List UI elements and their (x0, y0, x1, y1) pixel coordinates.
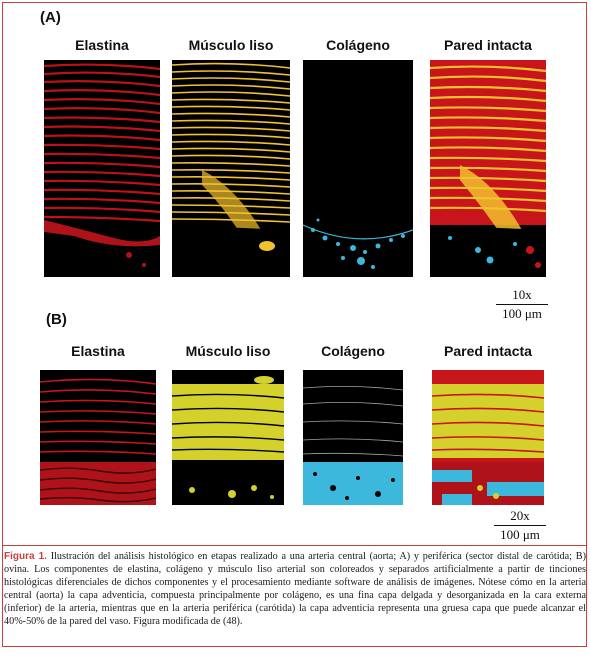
figure-caption: Figura 1. Ilustración del análisis histo… (4, 550, 586, 628)
panel-b-letter: (B) (46, 311, 67, 328)
panel-a-letter: (A) (40, 9, 61, 26)
panel-b-label-musculo: Músculo liso (185, 343, 271, 359)
panel-b-label-colageno: Colágeno (321, 343, 385, 359)
panel-b-label-elastina: Elastina (71, 343, 125, 359)
panel-b-intact-wall-image (432, 370, 544, 505)
panel-a-muscle-image (172, 60, 290, 277)
panel-b-scale-bar: 20x 100 μm (494, 508, 546, 543)
panel-a-scale-line (496, 304, 548, 305)
panel-a-label-musculo: Músculo liso (188, 37, 274, 53)
panel-b-elastin-image (40, 370, 156, 505)
panel-a-scale-magnification: 10x (512, 287, 532, 302)
panel-a-intact-wall-image (430, 60, 546, 277)
panel-a-collagen-image (303, 60, 413, 277)
panel-b-collagen-image (303, 370, 403, 505)
figure-caption-text: Ilustración del análisis histológico en … (4, 551, 586, 627)
panel-b-scale-magnification: 20x (510, 508, 530, 523)
panel-b-label-pared: Pared intacta (444, 343, 532, 359)
panel-a-scale-length: 100 μm (502, 306, 542, 321)
panel-a-label-pared: Pared intacta (444, 37, 532, 53)
panel-b-scale-line (494, 525, 546, 526)
panel-a-label-colageno: Colágeno (326, 37, 390, 53)
panel-a-elastin-image (44, 60, 160, 277)
panel-b-scale-length: 100 μm (500, 527, 540, 542)
panel-b-muscle-image (172, 370, 284, 505)
caption-separator (2, 545, 587, 546)
panel-a-label-elastina: Elastina (75, 37, 129, 53)
figure-frame (2, 2, 587, 647)
panel-a-scale-bar: 10x 100 μm (496, 287, 548, 322)
figure-caption-label: Figura 1. (4, 551, 47, 562)
